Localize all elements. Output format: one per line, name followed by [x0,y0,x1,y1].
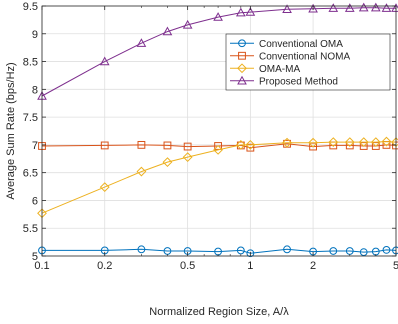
x-tick-label: 2 [310,260,316,272]
data-point [308,3,318,13]
data-point [162,26,173,36]
data-point [246,249,255,258]
data-point [381,3,392,12]
y-tick-label: 9 [32,29,38,41]
data-point [235,7,246,17]
legend-item: Conventional NOMA [230,51,350,62]
data-point [237,75,247,85]
data-point [137,140,146,149]
data-point [99,56,110,66]
legend-label: Conventional OMA [259,39,343,50]
plot-area-frame [41,5,397,257]
data-point [344,137,355,148]
data-point [162,157,173,168]
data-point [238,39,246,48]
series-line [41,7,396,97]
data-point [213,144,223,155]
y-axis-label: Average Sum Rate (bps/Hz) [5,62,17,199]
series-line [41,141,397,214]
data-point [358,137,369,148]
y-tick-label: 6 [32,195,38,207]
legend-label: OMA-MA [259,64,300,75]
data-point [359,248,368,257]
data-point [282,4,292,14]
y-tick-label: 9.5 [23,1,38,13]
data-point [370,2,381,12]
data-point [283,245,291,254]
data-point [137,245,146,254]
data-point [99,182,110,193]
data-point [245,139,256,150]
series-line [42,248,397,254]
data-point [238,51,246,60]
data-point [182,152,193,163]
legend-label: Proposed Method [259,76,338,87]
series [37,136,398,219]
legend-item: Conventional OMA [230,39,343,50]
legend-label: Conventional NOMA [259,51,350,62]
legend-item: Proposed Method [230,75,338,87]
x-tick-label: 0.5 [180,260,195,272]
y-tick-label: 8 [32,84,38,96]
data-point [370,137,381,148]
data-point [329,247,338,255]
data-point [213,12,223,21]
data-point [328,137,339,148]
data-point [236,246,245,255]
data-point [237,63,247,74]
y-tick-label: 5.5 [23,223,38,235]
data-point [100,141,109,150]
data-point [136,166,147,177]
legend-item: OMA-MA [230,63,300,75]
y-tick-label: 7.5 [23,112,38,124]
series-line [41,143,397,149]
tick-labels: 0.1 0.2 0.5 1 2 5 5 5.5 6 6.5 7 7.5 8 8.5 9 9.5 [23,1,398,272]
data-point [358,2,369,12]
data-point [382,245,391,254]
data-point [282,137,292,148]
y-tick-label: 5 [32,251,38,263]
x-axis-label: Normalized Region Size, A/λ [149,306,289,318]
x-tick-label: 0.2 [97,260,112,272]
data-point [381,136,392,147]
data-point [182,19,193,29]
y-tick-label: 7 [32,140,38,152]
data-point [235,139,246,150]
data-point [344,3,355,12]
data-point [308,137,318,148]
x-tick-label: 5 [393,260,398,272]
y-tick-label: 8.5 [23,57,38,69]
x-tick-label: 1 [247,260,253,272]
y-tick-label: 6.5 [23,168,38,180]
data-point [136,38,147,47]
data-point [163,141,172,150]
data-point [245,7,256,16]
axes [41,5,397,257]
x-tick-label: 0.1 [34,260,49,272]
data-point [246,143,255,152]
series-layer [37,2,398,258]
data-point [328,3,339,12]
data-point [183,142,192,151]
series [37,2,398,100]
